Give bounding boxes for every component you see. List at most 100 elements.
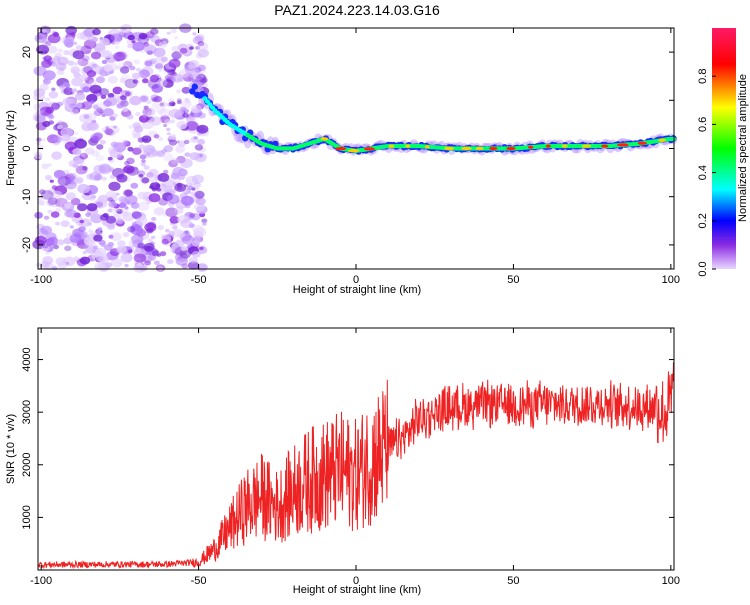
noise-blob [195, 46, 201, 50]
noise-blob [96, 76, 105, 84]
noise-blob [197, 48, 209, 58]
noise-blob [77, 203, 88, 212]
noise-blob [199, 246, 204, 251]
ridge-peak [528, 145, 534, 149]
noise-blob [107, 208, 113, 213]
noise-blob [122, 232, 130, 238]
noise-blob [166, 31, 171, 35]
noise-blob [153, 134, 160, 139]
noise-blob [47, 163, 52, 167]
noise-blob [157, 172, 170, 182]
noise-blob [196, 124, 209, 134]
noise-blob [150, 235, 156, 240]
noise-blob [191, 174, 204, 184]
noise-blob [191, 70, 204, 81]
noise-blob [111, 202, 116, 206]
noise-blob [120, 206, 129, 214]
noise-blob [34, 211, 43, 219]
noise-blob [182, 112, 189, 118]
noise-blob [130, 182, 139, 189]
noise-blob [153, 47, 166, 58]
noise-blob [57, 69, 65, 76]
noise-blob [69, 225, 74, 229]
noise-blob [48, 114, 54, 119]
noise-blob [72, 41, 78, 45]
noise-blob [128, 124, 134, 129]
noise-blob [177, 140, 187, 147]
noise-blob [128, 239, 139, 248]
noise-blob [55, 207, 62, 213]
colorbar-label: Normalized spectral amplitude [737, 74, 749, 222]
noise-blob [115, 45, 120, 49]
noise-blob [169, 139, 177, 146]
noise-blob [108, 201, 117, 208]
noise-blob [197, 132, 202, 136]
noise-blob [110, 258, 123, 268]
y-tick-label: 1000 [21, 505, 33, 529]
noise-blob [75, 158, 85, 167]
noise-blob [69, 233, 82, 243]
noise-blob [76, 32, 86, 40]
noise-blob [169, 119, 176, 124]
noise-blob [192, 32, 197, 36]
noise-blob [95, 201, 103, 208]
spectrogram-x-label: Height of straight line (km) [293, 284, 421, 296]
noise-blob [171, 45, 180, 52]
colorbar-tick-label: 0.2 [697, 213, 709, 228]
y-tick-label: 0 [21, 145, 33, 151]
noise-blob [141, 135, 152, 143]
x-tick-label: 100 [662, 274, 680, 286]
noise-blob [148, 193, 161, 203]
noise-blob [158, 68, 163, 72]
noise-blob [75, 102, 83, 108]
noise-blob [40, 190, 54, 200]
noise-blob [151, 216, 157, 221]
noise-blob [196, 263, 208, 272]
noise-blob [36, 137, 42, 142]
noise-blob [45, 106, 54, 114]
noise-blob [127, 146, 134, 152]
noise-blob [142, 113, 148, 118]
noise-blob [80, 82, 93, 92]
x-tick-label: 0 [353, 575, 359, 587]
noise-blob [153, 207, 165, 216]
noise-blob [184, 152, 191, 157]
noise-blob [197, 42, 209, 51]
y-tick-label: 10 [21, 94, 33, 106]
noise-blob [155, 106, 166, 114]
noise-blob [165, 228, 170, 233]
noise-blob [133, 59, 140, 65]
noise-blob [180, 245, 188, 251]
noise-blob [71, 77, 83, 87]
noise-blob [113, 51, 126, 62]
noise-blob [53, 136, 63, 144]
noise-blob [123, 165, 135, 174]
noise-blob [177, 255, 183, 260]
noise-blob [88, 229, 94, 234]
ridge-peak [545, 144, 551, 148]
noise-blob [171, 51, 182, 60]
noise-blob [141, 159, 146, 163]
noise-blob [124, 161, 130, 166]
noise-blob [170, 28, 177, 34]
noise-blob [189, 152, 201, 161]
noise-blob [119, 66, 130, 74]
noise-blob [146, 221, 157, 230]
ridge-peak [617, 143, 629, 147]
noise-blob [159, 101, 168, 108]
noise-blob [63, 169, 70, 175]
noise-blob [146, 227, 154, 234]
noise-blob [75, 45, 82, 50]
noise-blob [72, 50, 85, 60]
noise-blob [129, 65, 136, 71]
noise-blob [153, 95, 163, 103]
noise-blob [197, 138, 206, 145]
noise-blob [74, 62, 79, 66]
noise-blob [120, 253, 133, 263]
colorbar-tick-label: 0.8 [697, 69, 709, 84]
noise-blob [43, 215, 50, 220]
noise-blob [135, 67, 141, 72]
noise-blob [93, 234, 103, 242]
noise-blob [149, 185, 154, 189]
noise-blob [171, 73, 183, 83]
